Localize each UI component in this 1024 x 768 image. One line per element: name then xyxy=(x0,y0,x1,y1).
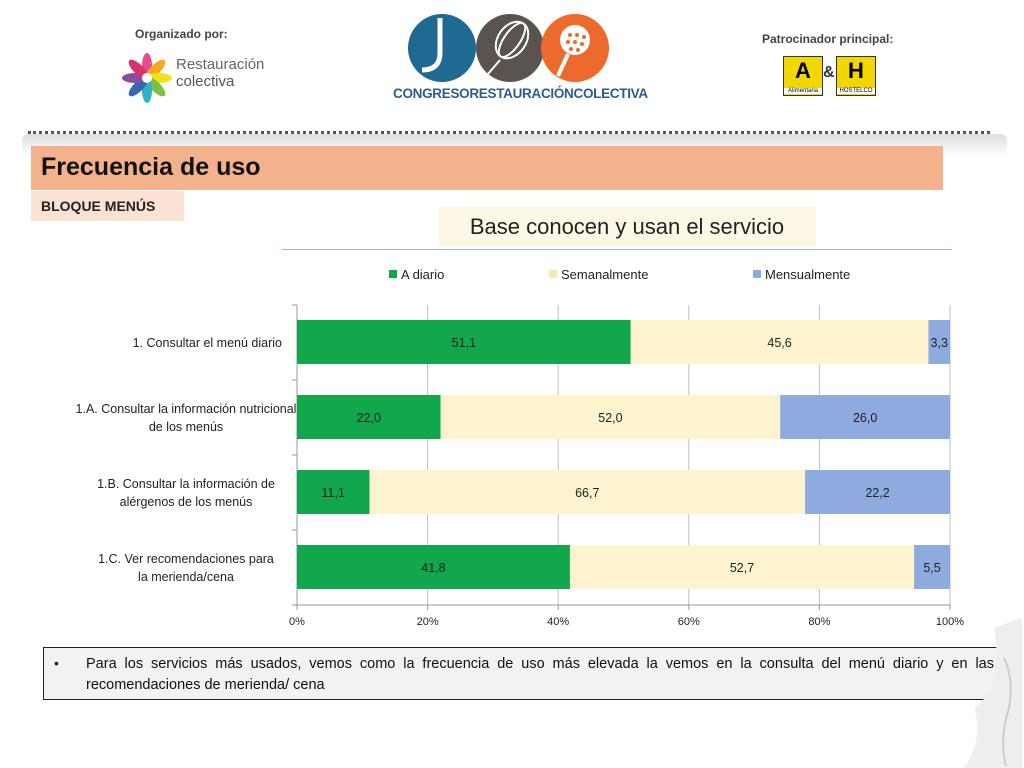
x-tick-label: 60% xyxy=(678,616,700,628)
chart-subtitle-box: Base conocen y usan el servicio xyxy=(438,207,816,247)
note-box: • Para los servicios más usados, vemos c… xyxy=(43,647,1005,700)
alimentaria-caption: Alimentaria xyxy=(784,88,822,94)
data-label: 52,0 xyxy=(598,411,622,425)
x-tick-label: 40% xyxy=(547,616,569,628)
congress-logo xyxy=(400,8,640,108)
data-label: 51,1 xyxy=(452,336,476,350)
legend-label: Mensualmente xyxy=(765,267,850,282)
hostelco-logo: H HOSTELCO xyxy=(836,56,876,96)
category-label: 1.C. Ver recomendaciones para xyxy=(98,552,274,566)
alimentaria-logo: A Alimentaria xyxy=(783,56,823,96)
category-label: 1.B. Consultar la información de xyxy=(97,477,275,491)
page-title: Frecuencia de uso xyxy=(41,153,261,181)
congress-name: CONGRESORESTAURACIÓNCOLECTIVA xyxy=(393,86,648,101)
x-tick-label: 20% xyxy=(417,616,439,628)
legend-swatch xyxy=(549,270,557,278)
note-bullet: • xyxy=(54,655,59,671)
section-tag: BLOQUE MENÚS xyxy=(31,191,184,221)
data-label: 11,1 xyxy=(322,486,345,500)
bar-segment xyxy=(297,320,631,364)
category-label: 1.A. Consultar la información nutriciona… xyxy=(76,402,297,416)
data-label: 3,3 xyxy=(931,336,948,350)
legend-swatch xyxy=(389,270,397,278)
stacked-bar-chart: 0% 20% 40% 60% 80% 100% 51,1 45,6 3,3 1. Consulta… xyxy=(76,267,965,628)
bar-segment xyxy=(805,470,950,514)
legend-swatch xyxy=(753,270,761,278)
legend-label: Semanalmente xyxy=(561,267,648,282)
x-tick-label: 100% xyxy=(936,616,964,628)
bar-segment xyxy=(630,320,929,364)
note-text: Para los servicios más usados, vemos com… xyxy=(86,656,994,693)
category-label: la merienda/cena xyxy=(138,570,234,584)
bar-segment xyxy=(928,320,950,364)
decorative-corner xyxy=(964,618,1022,768)
title-bar: Frecuencia de uso xyxy=(31,146,943,190)
category-label: 1. Consultar el menú diario xyxy=(133,336,282,350)
data-label: 41,8 xyxy=(421,561,445,575)
bar-segment xyxy=(297,470,370,514)
x-tick-label: 80% xyxy=(808,616,830,628)
subtitle-underline xyxy=(282,249,952,250)
data-label: 52,7 xyxy=(730,561,754,575)
chart-subtitle: Base conocen y usan el servicio xyxy=(469,214,785,239)
category-label: alérgenos de los menús xyxy=(120,495,253,509)
section-label: BLOQUE MENÚS xyxy=(41,198,156,214)
category-label: de los menús xyxy=(149,420,223,434)
restauracion-colectiva-logo: Restauración colectiva xyxy=(120,50,270,110)
org-name-line1: Restauración xyxy=(176,56,265,73)
flower-icon xyxy=(122,53,172,103)
sponsor-label: Patrocinador principal: xyxy=(762,32,894,46)
bar-segment xyxy=(297,545,570,589)
bar-segment xyxy=(297,395,441,439)
bar-segment xyxy=(569,545,915,589)
alimentaria-letter: A xyxy=(795,58,811,83)
data-label: 22,0 xyxy=(357,411,381,425)
org-name-line2: colectiva xyxy=(176,73,235,90)
bar-segment xyxy=(780,395,950,439)
bar-segment xyxy=(440,395,781,439)
hostelco-letter: H xyxy=(848,58,864,83)
data-label: 5,5 xyxy=(923,561,940,575)
slide-header: Organizado por: Restauración colectiva xyxy=(0,0,1024,140)
hostelco-caption: HOSTELCO xyxy=(837,88,875,94)
data-label: 66,7 xyxy=(575,486,599,500)
data-label: 22,2 xyxy=(865,486,889,500)
x-tick-label: 0% xyxy=(289,616,305,628)
dotted-divider xyxy=(28,131,990,134)
data-label: 26,0 xyxy=(853,411,877,425)
organized-by-label: Organizado por: xyxy=(135,27,228,41)
legend-label: A diario xyxy=(401,267,444,282)
bar-segment xyxy=(369,470,806,514)
bar-segment xyxy=(914,545,950,589)
data-label: 45,6 xyxy=(767,336,791,350)
sponsor-ampersand: & xyxy=(823,64,835,81)
